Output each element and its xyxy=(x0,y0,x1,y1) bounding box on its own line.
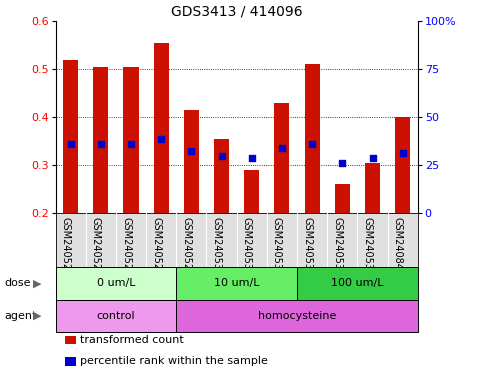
Text: transformed count: transformed count xyxy=(80,335,184,345)
Bar xyxy=(124,67,139,213)
Bar xyxy=(365,163,380,213)
Point xyxy=(157,136,165,142)
Point xyxy=(308,141,316,147)
Bar xyxy=(63,60,78,213)
Point xyxy=(187,148,195,154)
Point xyxy=(218,152,226,159)
Bar xyxy=(297,267,418,300)
Text: 10 um/L: 10 um/L xyxy=(214,278,259,288)
Text: GSM240527: GSM240527 xyxy=(121,217,131,277)
Text: GSM240848: GSM240848 xyxy=(393,217,403,276)
Bar xyxy=(176,267,297,300)
Title: GDS3413 / 414096: GDS3413 / 414096 xyxy=(171,5,302,18)
Bar xyxy=(335,184,350,213)
Text: GSM240530: GSM240530 xyxy=(212,217,222,276)
Text: control: control xyxy=(97,311,135,321)
Bar xyxy=(184,110,199,213)
Bar xyxy=(154,43,169,213)
Point xyxy=(248,155,256,161)
Text: GSM240531: GSM240531 xyxy=(242,217,252,276)
Text: ▶: ▶ xyxy=(33,311,42,321)
Text: homocysteine: homocysteine xyxy=(258,311,336,321)
Point xyxy=(127,141,135,147)
Text: percentile rank within the sample: percentile rank within the sample xyxy=(80,356,268,366)
Bar xyxy=(93,67,108,213)
Text: GSM240535: GSM240535 xyxy=(363,217,372,276)
Bar xyxy=(395,117,410,213)
Point xyxy=(97,141,105,147)
Bar xyxy=(56,300,176,332)
Text: GSM240532: GSM240532 xyxy=(272,217,282,276)
Point xyxy=(399,150,407,156)
Text: GSM240528: GSM240528 xyxy=(151,217,161,276)
Text: GSM240529: GSM240529 xyxy=(182,217,191,276)
Point xyxy=(339,160,346,166)
Text: 100 um/L: 100 um/L xyxy=(331,278,384,288)
Text: 0 um/L: 0 um/L xyxy=(97,278,135,288)
Bar xyxy=(176,300,418,332)
Text: GSM240525: GSM240525 xyxy=(61,217,71,277)
Text: ▶: ▶ xyxy=(33,278,42,288)
Text: GSM240534: GSM240534 xyxy=(332,217,342,276)
Bar xyxy=(56,267,176,300)
Point xyxy=(369,155,376,161)
Point xyxy=(278,145,286,151)
Text: GSM240526: GSM240526 xyxy=(91,217,101,276)
Text: dose: dose xyxy=(5,278,31,288)
Bar xyxy=(305,64,320,213)
Text: agent: agent xyxy=(5,311,37,321)
Point xyxy=(67,141,74,147)
Text: GSM240533: GSM240533 xyxy=(302,217,312,276)
Bar xyxy=(274,103,289,213)
Bar xyxy=(244,170,259,213)
Bar xyxy=(214,139,229,213)
